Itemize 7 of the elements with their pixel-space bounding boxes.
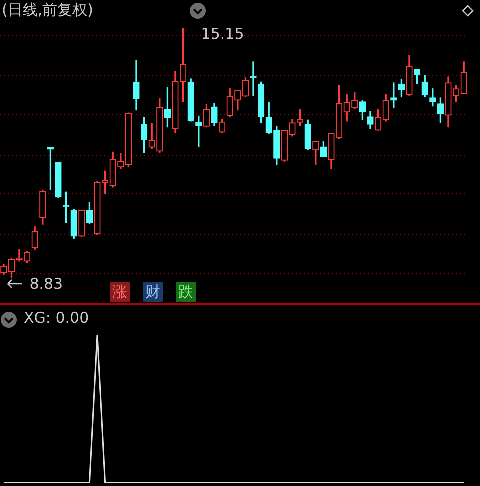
text: 跌 <box>176 282 196 302</box>
chart-title: XG: 0.00 <box>24 309 90 327</box>
text: 财 <box>143 282 163 302</box>
annotation: 8.83 <box>30 274 64 293</box>
text: 涨 <box>110 282 130 302</box>
annotation: 15.15 <box>201 24 244 43</box>
chart-title: (日线,前复权) <box>2 1 94 20</box>
